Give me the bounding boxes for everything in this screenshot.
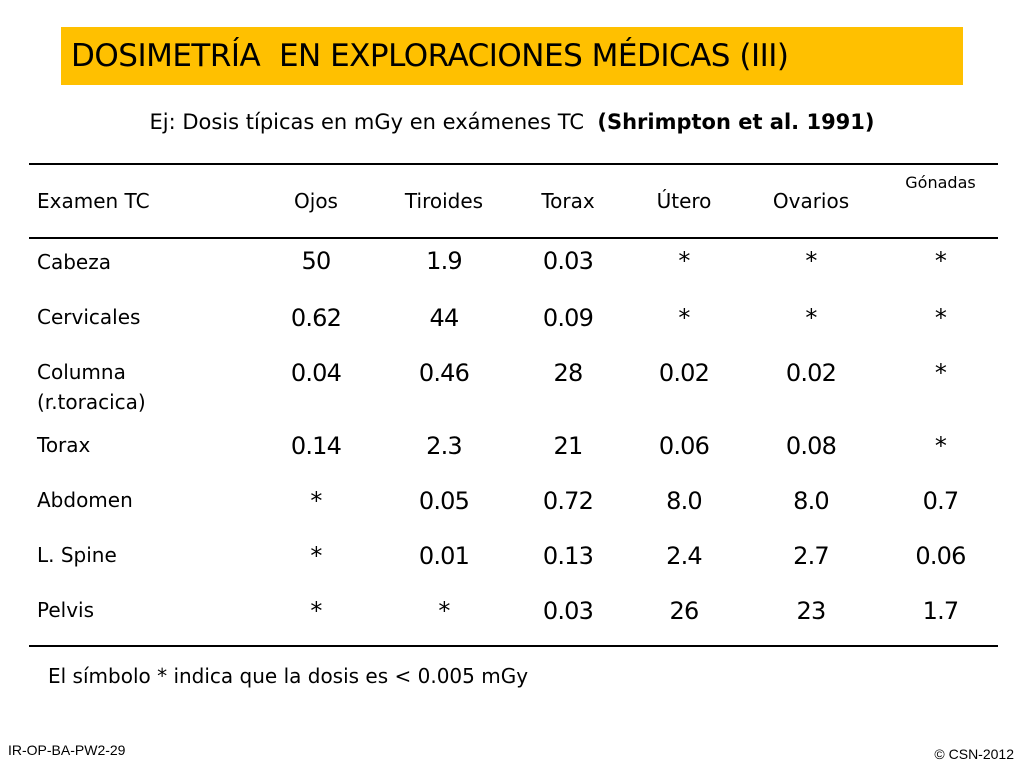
table-row: Torax 0.14 2.3 21 0.06 0.08 * xyxy=(29,426,998,481)
header-ojos: Ojos xyxy=(294,189,338,213)
dose-value-cell: 0.06 xyxy=(658,432,710,460)
dose-value-cell: 0.46 xyxy=(418,359,470,387)
dose-value-cell: 23 xyxy=(739,591,883,647)
dose-value-cell: 0.13 xyxy=(542,542,594,570)
dose-value-cell: 0.01 xyxy=(418,542,470,570)
exam-name-cell: Abdomen xyxy=(37,488,133,512)
dose-value-cell: 0.02 xyxy=(785,359,837,387)
table-row: Cabeza 50 1.9 0.03 * * * xyxy=(29,238,998,298)
dose-value-cell: * xyxy=(805,304,817,332)
subtitle: Ej: Dosis típicas en mGy en exámenes TC … xyxy=(0,110,1024,134)
exam-name-cell: Cabeza xyxy=(37,250,111,274)
slide-code: IR-OP-BA-PW2-29 xyxy=(8,742,126,758)
slide-title: DOSIMETRÍA EN EXPLORACIONES MÉDICAS (III… xyxy=(71,38,789,74)
dose-value-cell: * xyxy=(805,247,817,275)
dose-value-cell: 21 xyxy=(553,432,584,460)
dose-value-cell: 0.06 xyxy=(915,542,966,570)
dose-value-cell: 0.14 xyxy=(290,432,342,460)
dose-value-cell: 8.0 xyxy=(793,487,830,515)
table-row: Cervicales 0.62 44 0.09 * * * xyxy=(29,298,998,353)
dose-value-cell: 1.7 xyxy=(883,591,998,647)
dose-value-cell: 0.04 xyxy=(290,359,342,387)
table-row: Columna (r.toracica) 0.04 0.46 28 0.02 0.02 * xyxy=(29,353,998,426)
dose-value-cell: 2.3 xyxy=(426,432,463,460)
dose-value-cell: * xyxy=(934,432,947,460)
subtitle-text: Ej: Dosis típicas en mGy en exámenes TC xyxy=(149,110,598,134)
dose-value-cell: * xyxy=(934,304,947,332)
header-utero: Útero xyxy=(656,189,712,213)
dose-value-cell: 28 xyxy=(553,359,584,387)
header-tiroides: Tiroides xyxy=(404,189,484,213)
dose-value-cell: * xyxy=(381,591,507,647)
dose-value-cell: * xyxy=(251,591,381,647)
table-body: Cabeza 50 1.9 0.03 * * * Cervicales 0.62 44 0.09 * *… xyxy=(29,238,998,647)
dose-value-cell: 2.4 xyxy=(666,542,703,570)
dose-value-cell: 0.7 xyxy=(922,487,960,515)
header-ovarios: Ovarios xyxy=(772,189,850,213)
exam-name-cell: L. Spine xyxy=(37,543,117,567)
title-banner: DOSIMETRÍA EN EXPLORACIONES MÉDICAS (III… xyxy=(61,27,963,85)
dose-value-cell: 0.02 xyxy=(658,359,710,387)
dose-value-cell: 0.09 xyxy=(542,304,594,332)
table-row: Abdomen * 0.05 0.72 8.0 8.0 0.7 xyxy=(29,481,998,536)
dose-value-cell: * xyxy=(310,542,322,570)
dose-value-cell: * xyxy=(678,304,690,332)
exam-name-cell: Cervicales xyxy=(37,305,141,329)
dose-value-cell: 50 xyxy=(301,247,332,275)
dose-value-cell: 1.9 xyxy=(426,247,463,275)
table-header: Examen TC Ojos Tiroides Torax Útero Ovar… xyxy=(29,164,998,238)
header-row: Examen TC Ojos Tiroides Torax Útero Ovar… xyxy=(29,164,998,238)
dose-value-cell: 8.0 xyxy=(666,487,703,515)
header-torax: Torax xyxy=(541,189,595,213)
copyright: © CSN-2012 xyxy=(934,746,1014,762)
dose-value-cell: 44 xyxy=(429,304,460,332)
dose-value-cell: 0.03 xyxy=(507,591,629,647)
dose-table-container: Examen TC Ojos Tiroides Torax Útero Ovar… xyxy=(29,163,998,647)
dose-value-cell: * xyxy=(310,487,322,515)
dose-value-cell: * xyxy=(934,359,947,387)
exam-name-cell: Torax xyxy=(37,433,91,457)
table-row: Pelvis * * 0.03 26 23 1.7 xyxy=(29,591,998,647)
dose-value-cell: 0.08 xyxy=(785,432,837,460)
dose-value-cell: * xyxy=(934,247,947,275)
dose-value-cell: 26 xyxy=(629,591,739,647)
header-examen: Examen TC xyxy=(37,189,150,213)
table-row: L. Spine * 0.01 0.13 2.4 2.7 0.06 xyxy=(29,536,998,591)
dose-value-cell: 0.62 xyxy=(290,304,342,332)
dose-value-cell: 0.03 xyxy=(542,247,594,275)
exam-name-cell: Columna (r.toracica) xyxy=(37,360,146,414)
dose-value-cell: 0.05 xyxy=(418,487,470,515)
footnote: El símbolo * indica que la dosis es < 0.… xyxy=(48,664,529,688)
exam-name-cell: Pelvis xyxy=(29,591,251,647)
subtitle-reference: (Shrimpton et al. 1991) xyxy=(597,110,875,134)
dose-value-cell: * xyxy=(678,247,690,275)
dose-value-cell: 2.7 xyxy=(793,542,830,570)
dose-value-cell: 0.72 xyxy=(542,487,594,515)
dose-table: Examen TC Ojos Tiroides Torax Útero Ovar… xyxy=(29,163,998,647)
header-gonadas: Gónadas xyxy=(905,173,976,192)
